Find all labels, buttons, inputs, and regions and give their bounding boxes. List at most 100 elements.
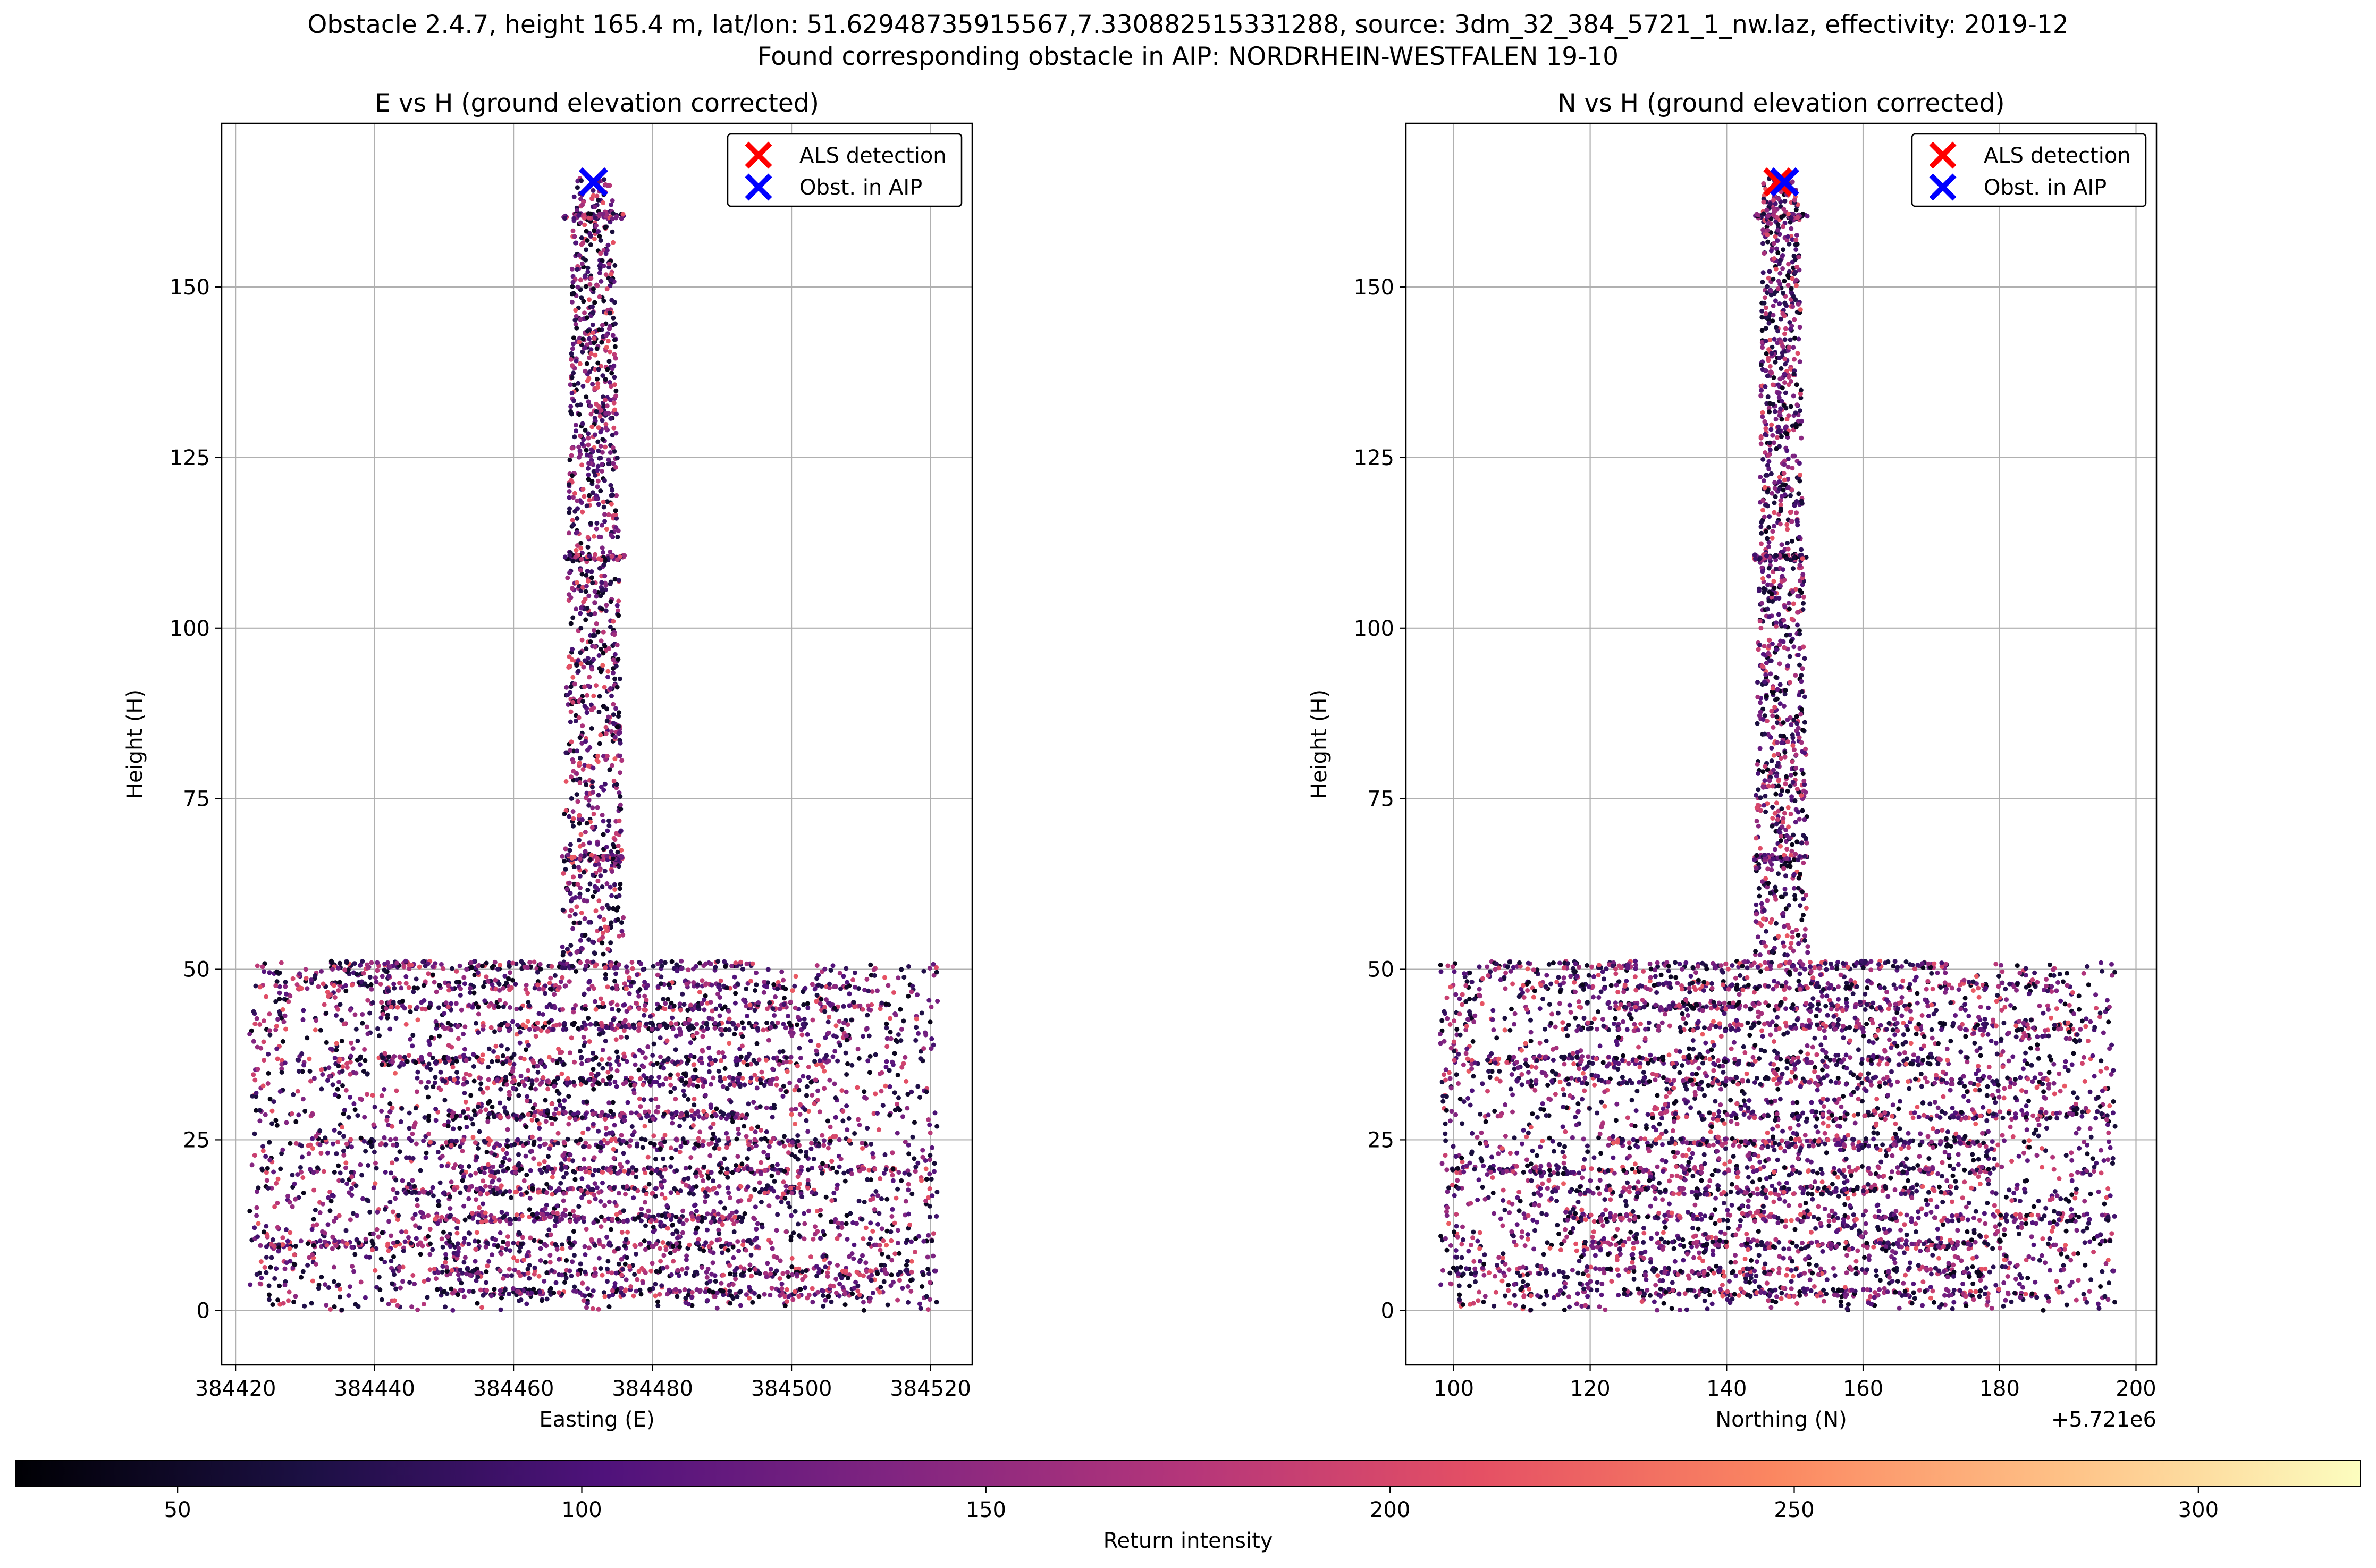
left-data-point	[386, 1054, 391, 1059]
left-data-point	[412, 1212, 418, 1217]
left-data-point	[866, 1007, 872, 1012]
left-data-point	[409, 963, 414, 968]
left-data-point	[611, 425, 617, 431]
left-data-point	[636, 1067, 642, 1073]
left-data-point	[598, 429, 603, 435]
left-data-point	[875, 988, 880, 993]
left-data-point	[583, 739, 588, 744]
left-data-point	[716, 984, 721, 989]
left-data-point	[593, 1270, 598, 1276]
left-data-point	[865, 1126, 870, 1131]
left-y-tick-label: 0	[197, 1299, 210, 1323]
left-data-point	[617, 962, 621, 967]
left-data-point	[805, 1032, 810, 1037]
left-data-point	[719, 1244, 724, 1249]
left-data-point	[761, 1150, 766, 1155]
left-data-point	[583, 963, 588, 968]
left-data-point	[866, 1033, 872, 1039]
left-data-point	[795, 1022, 800, 1027]
left-data-point	[642, 1013, 647, 1018]
left-data-point	[576, 381, 581, 386]
left-data-point	[580, 421, 585, 426]
left-data-point	[599, 646, 603, 652]
left-data-point	[629, 960, 635, 965]
left-data-point	[569, 1274, 574, 1278]
left-data-point	[552, 1111, 557, 1117]
left-data-point	[602, 519, 608, 524]
left-data-point	[573, 322, 578, 327]
left-data-point	[602, 685, 607, 690]
left-data-point	[360, 959, 365, 964]
left-data-point	[474, 1021, 478, 1026]
left-data-point	[568, 1152, 573, 1157]
left-data-point	[527, 960, 533, 965]
left-data-point	[510, 960, 516, 966]
left-data-point	[584, 646, 589, 652]
left-data-point	[595, 478, 601, 484]
left-data-point	[265, 1166, 270, 1171]
left-data-point	[801, 1074, 806, 1079]
left-data-point	[783, 1059, 789, 1065]
left-data-point	[882, 1267, 887, 1272]
left-data-point	[605, 984, 610, 990]
left-data-point	[605, 669, 611, 674]
left-data-point	[658, 1246, 663, 1251]
left-data-point	[717, 1013, 722, 1018]
left-data-point	[795, 1174, 801, 1179]
left-data-point	[409, 1304, 415, 1310]
left-data-point	[455, 1241, 460, 1246]
left-data-point	[614, 1002, 620, 1008]
left-data-point	[300, 1154, 305, 1160]
left-data-point	[782, 1294, 788, 1299]
left-data-point	[535, 1020, 540, 1025]
left-data-point	[606, 1056, 612, 1061]
left-data-point	[730, 1021, 736, 1026]
left-data-point	[706, 1069, 712, 1074]
left-data-point	[583, 345, 587, 350]
left-data-point	[548, 1232, 553, 1237]
left-data-point	[679, 1267, 685, 1272]
left-data-point	[573, 423, 578, 428]
left-data-point	[527, 1027, 532, 1032]
left-data-point	[474, 1230, 479, 1235]
left-data-point	[461, 1294, 467, 1300]
left-data-point	[608, 384, 613, 389]
left-data-point	[575, 179, 580, 184]
left-data-point	[517, 1249, 522, 1254]
left-data-point	[837, 1164, 842, 1169]
left-data-point	[903, 1140, 908, 1144]
left-data-point	[614, 643, 620, 648]
left-data-point	[604, 344, 609, 350]
left-data-point	[908, 1289, 914, 1294]
left-data-point	[629, 1124, 635, 1129]
left-data-point	[591, 286, 596, 292]
left-data-point	[852, 984, 857, 990]
left-data-point	[579, 1176, 585, 1181]
left-data-point	[466, 1002, 471, 1008]
left-data-point	[269, 1255, 274, 1260]
left-data-point	[572, 234, 577, 239]
left-data-point	[597, 414, 603, 419]
left-data-point	[592, 589, 597, 594]
left-data-point	[603, 398, 608, 403]
left-data-point	[625, 968, 630, 974]
left-data-point	[689, 1214, 695, 1219]
left-data-point	[403, 1229, 409, 1235]
left-data-point	[524, 1047, 528, 1052]
left-data-point	[473, 1238, 477, 1244]
left-data-point	[391, 1240, 396, 1245]
left-data-point	[616, 714, 621, 719]
left-data-point	[324, 1303, 329, 1308]
left-data-point	[877, 1289, 882, 1295]
left-data-point	[662, 1133, 668, 1138]
left-data-point	[612, 652, 618, 657]
left-data-point	[436, 1199, 441, 1204]
left-data-point	[597, 271, 602, 275]
left-data-point	[886, 983, 891, 988]
left-data-point	[701, 1116, 706, 1121]
left-data-point	[892, 1251, 898, 1257]
left-data-point	[576, 669, 581, 674]
left-data-point	[603, 608, 609, 613]
left-data-point	[339, 1307, 344, 1312]
left-data-point	[582, 703, 587, 709]
